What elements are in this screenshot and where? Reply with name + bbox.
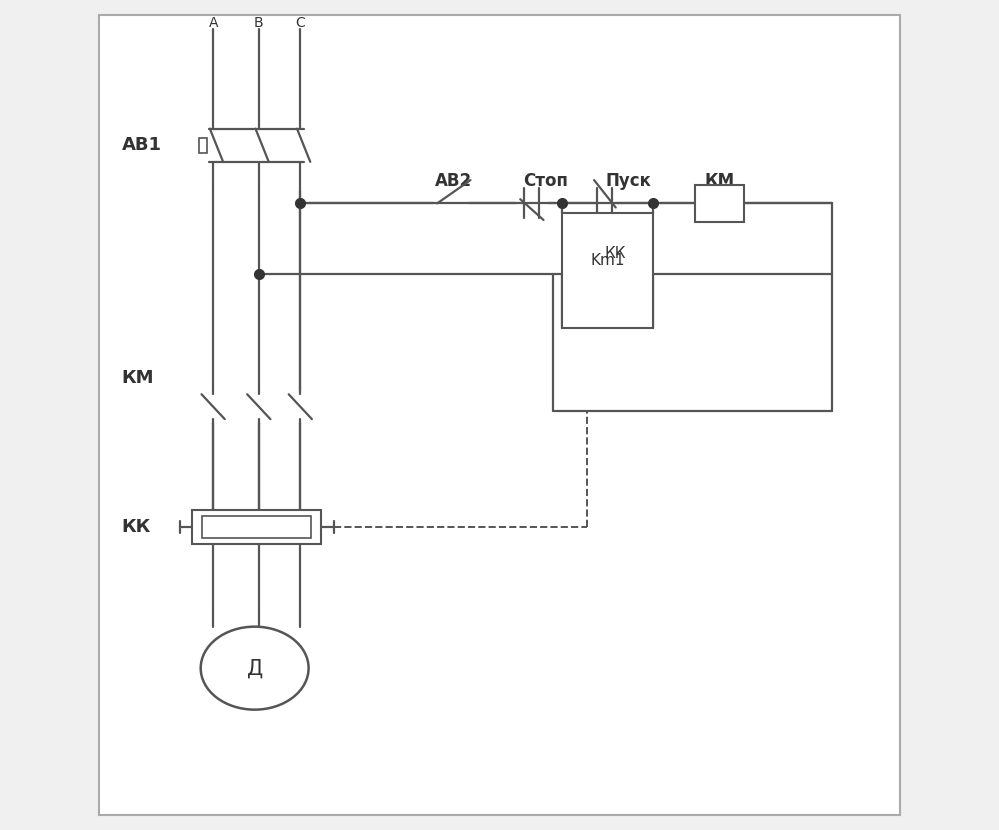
Bar	[694, 185, 744, 222]
Text: Д: Д	[247, 658, 263, 678]
Text: КК: КК	[122, 518, 151, 536]
Text: C: C	[296, 17, 305, 30]
Text: Km1: Km1	[590, 253, 624, 268]
Bar	[199, 138, 208, 153]
Text: КК: КК	[605, 246, 626, 261]
Text: АВ1: АВ1	[122, 136, 162, 154]
Bar	[193, 510, 321, 544]
Text: Пуск: Пуск	[605, 172, 651, 190]
Text: Стоп: Стоп	[522, 172, 567, 190]
Text: B: B	[254, 17, 264, 30]
Text: КМ: КМ	[704, 172, 734, 190]
Text: A: A	[209, 17, 218, 30]
Text: КМ: КМ	[122, 369, 155, 387]
Bar	[203, 516, 311, 538]
Text: АВ2: АВ2	[436, 172, 473, 190]
Ellipse shape	[201, 627, 309, 710]
Bar	[561, 213, 653, 328]
